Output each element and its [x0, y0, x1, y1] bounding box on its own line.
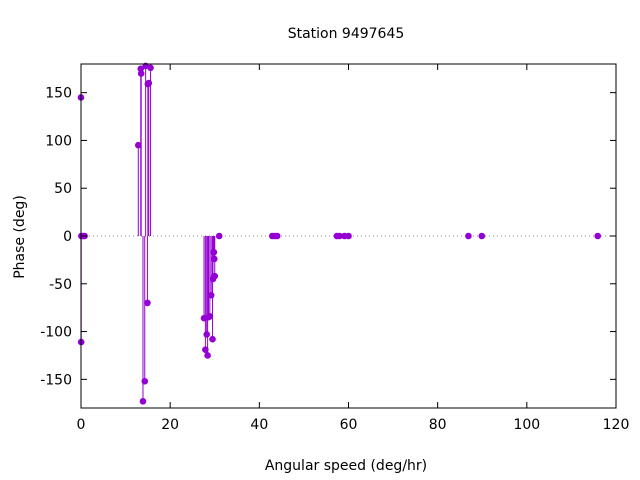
x-tick-label: 100: [513, 417, 540, 433]
data-point: [211, 272, 219, 280]
x-tick-label: 40: [250, 417, 268, 433]
x-tick-label: 120: [603, 417, 630, 433]
data-point: [336, 232, 343, 240]
data-point: [215, 232, 223, 240]
plot-area: [77, 62, 616, 405]
data-point: [465, 232, 472, 240]
y-tick-label: 0: [63, 229, 72, 245]
y-tick-label: -150: [40, 372, 72, 388]
data-point: [273, 232, 281, 240]
data-point: [137, 70, 145, 77]
x-tick-label: 0: [77, 417, 86, 433]
data-point: [145, 79, 153, 87]
data-point: [137, 65, 145, 73]
data-point: [594, 232, 602, 240]
data-point: [139, 398, 147, 405]
y-tick-label: 150: [45, 86, 72, 102]
x-axis-label: Angular speed (deg/hr): [265, 458, 427, 474]
data-point: [147, 64, 154, 72]
x-axis: 0 20 40 60 80 100 120: [77, 64, 630, 433]
y-axis-label: Phase (deg): [12, 195, 28, 279]
data-point: [203, 331, 211, 338]
x-tick-label: 80: [429, 417, 447, 433]
data-point: [204, 352, 211, 359]
data-point: [206, 312, 214, 320]
x-tick-label: 20: [161, 417, 179, 433]
y-tick-label: 50: [54, 181, 72, 197]
data-point: [207, 291, 215, 299]
x-tick-label: 60: [340, 417, 358, 433]
data-point: [141, 377, 149, 385]
data-point: [345, 232, 352, 240]
chart-title: Station 9497645: [288, 26, 405, 42]
y-tick-label: 100: [45, 133, 72, 149]
y-tick-label: -50: [49, 277, 72, 293]
data-point: [202, 346, 209, 354]
data-point: [134, 141, 142, 149]
data-point: [209, 335, 216, 343]
data-point: [478, 232, 486, 240]
y-axis: -150 -100 -50 0 50 100 150: [40, 86, 616, 388]
data-point: [144, 299, 151, 307]
y-tick-label: -100: [40, 325, 72, 341]
